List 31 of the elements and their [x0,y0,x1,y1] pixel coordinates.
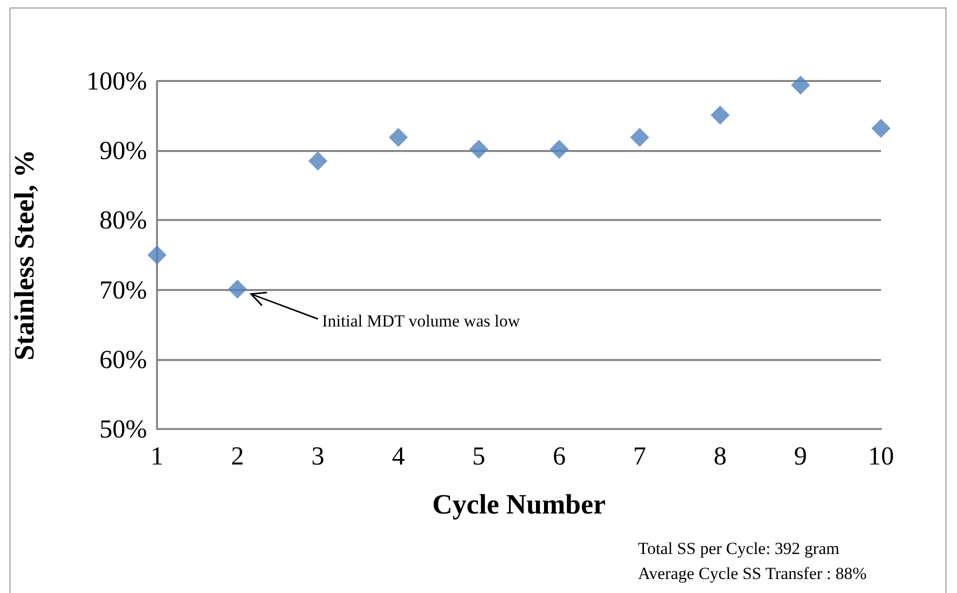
x-axis-title: Cycle Number [432,490,606,520]
point [791,76,810,95]
annotation: Initial MDT volume was low [322,312,521,330]
x-tick-label: 7 [633,442,646,470]
y-tick-label: 90% [99,136,147,166]
point [388,128,408,147]
x-tick-label: 6 [552,442,566,470]
y-tick-label: 100% [86,66,147,96]
point [148,246,166,264]
point [872,118,890,138]
point [469,140,488,159]
x-tick-label: 3 [311,442,324,470]
y-tick-label: 60% [99,344,147,374]
x-tick-label: 10 [868,442,894,470]
point [630,128,650,147]
x-tick-label: 4 [392,442,405,470]
text: Average Cycle SS Transfer : 88% [638,564,867,583]
y-tick-label: 50% [99,414,147,444]
x-tick-label: 9 [794,442,808,470]
x-tick-label: 1 [150,442,164,470]
x-tick-label: 2 [230,442,244,470]
x-tick-label: 5 [472,442,486,470]
y-tick-label: 80% [99,206,147,235]
text: Total SS per Cycle: 392 gram [638,539,840,558]
point [228,280,247,299]
x-tick-label: 8 [714,442,727,470]
y-tick-label: 70% [99,275,147,304]
point [710,106,730,125]
point [308,152,328,171]
point [550,140,569,159]
y-axis-title: Stainless Steel, % [10,150,40,360]
